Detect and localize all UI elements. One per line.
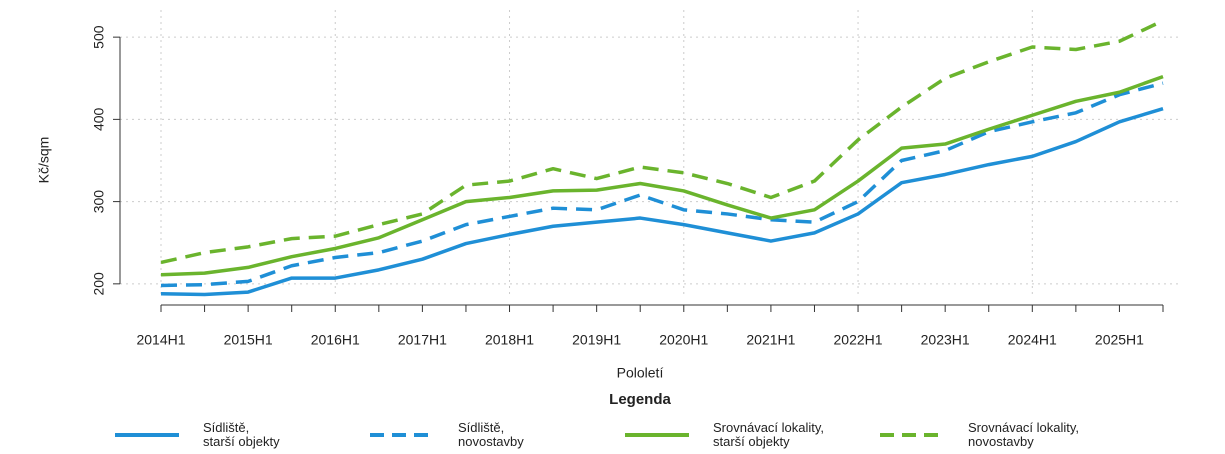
y-tick-label: 300 xyxy=(91,190,107,214)
legend-label: Srovnávací lokality, novostavby xyxy=(968,420,1080,449)
legend-label: Srovnávací lokality, starší objekty xyxy=(713,420,825,449)
legend-label: Sídliště, starší objekty xyxy=(203,420,280,449)
x-tick-label: 2014H1 xyxy=(136,332,185,348)
series-line xyxy=(160,81,1164,288)
x-tick-label: 2023H1 xyxy=(921,332,970,348)
x-tick-label: 2019H1 xyxy=(572,332,621,348)
x-tick-label: 2021H1 xyxy=(746,332,795,348)
series-line xyxy=(160,19,1164,265)
x-tick-label: 2022H1 xyxy=(834,332,883,348)
x-tick-label: 2024H1 xyxy=(1008,332,1057,348)
x-tick-label: 2017H1 xyxy=(398,332,447,348)
y-tick-label: 200 xyxy=(91,272,107,296)
series-line xyxy=(160,74,1164,277)
x-tick-label: 2018H1 xyxy=(485,332,534,348)
series-line xyxy=(160,107,1164,297)
x-tick-label: 2020H1 xyxy=(659,332,708,348)
legend-label: Sídliště, novostavby xyxy=(458,420,524,449)
y-tick-label: 400 xyxy=(91,107,107,131)
x-axis-label: Pololetí xyxy=(617,365,664,381)
y-tick-label: 500 xyxy=(91,25,107,49)
x-tick-label: 2015H1 xyxy=(224,332,273,348)
y-axis-label: Kč/sqm xyxy=(36,137,52,184)
legend-title: Legenda xyxy=(609,391,671,408)
x-tick-label: 2025H1 xyxy=(1095,332,1144,348)
x-tick-label: 2016H1 xyxy=(311,332,360,348)
